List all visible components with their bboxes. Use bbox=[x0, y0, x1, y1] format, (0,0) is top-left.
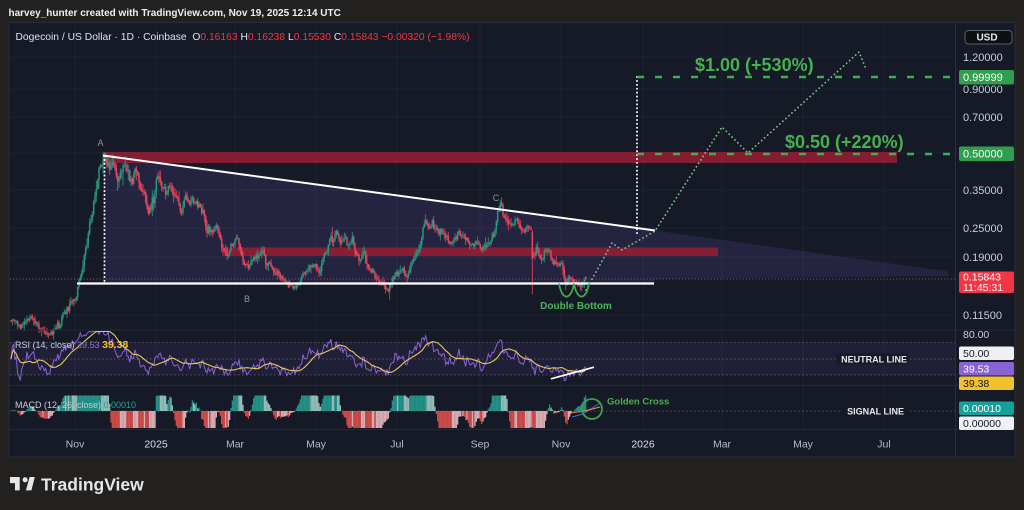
svg-text:0.00010: 0.00010 bbox=[963, 403, 1001, 415]
svg-text:2026: 2026 bbox=[631, 439, 655, 451]
svg-text:0.90000: 0.90000 bbox=[963, 84, 1003, 96]
svg-text:Jul: Jul bbox=[390, 439, 403, 451]
svg-text:1.20000: 1.20000 bbox=[963, 52, 1003, 64]
svg-text:39.38: 39.38 bbox=[963, 378, 989, 390]
svg-text:Sep: Sep bbox=[471, 439, 490, 451]
svg-text:A: A bbox=[97, 138, 103, 148]
svg-text:Mar: Mar bbox=[226, 439, 245, 451]
svg-text:2025: 2025 bbox=[144, 439, 168, 451]
svg-text:Nov: Nov bbox=[552, 439, 571, 451]
svg-text:0.99999: 0.99999 bbox=[963, 72, 1003, 84]
svg-text:May: May bbox=[793, 439, 814, 451]
svg-text:0.70000: 0.70000 bbox=[963, 112, 1003, 124]
svg-text:$1.00 (+530%): $1.00 (+530%) bbox=[695, 55, 814, 75]
svg-text:RSI (14, close) 39.53 39.38: RSI (14, close) 39.53 39.38 bbox=[15, 339, 129, 351]
svg-text:C: C bbox=[493, 193, 500, 203]
svg-text:TradingView: TradingView bbox=[41, 475, 144, 495]
svg-text:MACD (12, 26, close) 0.00010: MACD (12, 26, close) 0.00010 bbox=[15, 400, 136, 410]
svg-text:May: May bbox=[306, 439, 327, 451]
svg-text:harvey_hunter created with Tra: harvey_hunter created with TradingView.c… bbox=[9, 8, 341, 19]
svg-text:Mar: Mar bbox=[713, 439, 732, 451]
svg-text:50.00: 50.00 bbox=[963, 348, 989, 360]
svg-text:39.53: 39.53 bbox=[963, 364, 989, 376]
svg-text:Dogecoin / US Dollar · 1D · Co: Dogecoin / US Dollar · 1D · Coinbase O0.… bbox=[16, 32, 470, 43]
svg-text:0.50000: 0.50000 bbox=[963, 149, 1003, 161]
svg-text:0.35000: 0.35000 bbox=[963, 185, 1003, 197]
svg-text:80.00: 80.00 bbox=[963, 329, 989, 341]
svg-text:0.25000: 0.25000 bbox=[963, 223, 1003, 235]
svg-text:0.15843: 0.15843 bbox=[963, 272, 1001, 284]
svg-text:$0.50 (+220%): $0.50 (+220%) bbox=[785, 132, 904, 152]
svg-text:0.00000: 0.00000 bbox=[963, 418, 1001, 430]
svg-text:Jul: Jul bbox=[877, 439, 890, 451]
svg-text:11:45:31: 11:45:31 bbox=[963, 282, 1003, 294]
svg-text:B: B bbox=[244, 294, 250, 304]
svg-text:0.11500: 0.11500 bbox=[963, 310, 1002, 322]
svg-text:Nov: Nov bbox=[66, 439, 85, 451]
svg-text:USD: USD bbox=[976, 33, 997, 44]
svg-text:Golden Cross: Golden Cross bbox=[607, 397, 669, 408]
svg-text:Double Bottom: Double Bottom bbox=[540, 301, 612, 312]
svg-text:SIGNAL LINE: SIGNAL LINE bbox=[847, 407, 904, 417]
svg-text:0.19000: 0.19000 bbox=[963, 252, 1003, 264]
svg-text:NEUTRAL LINE: NEUTRAL LINE bbox=[841, 355, 907, 365]
